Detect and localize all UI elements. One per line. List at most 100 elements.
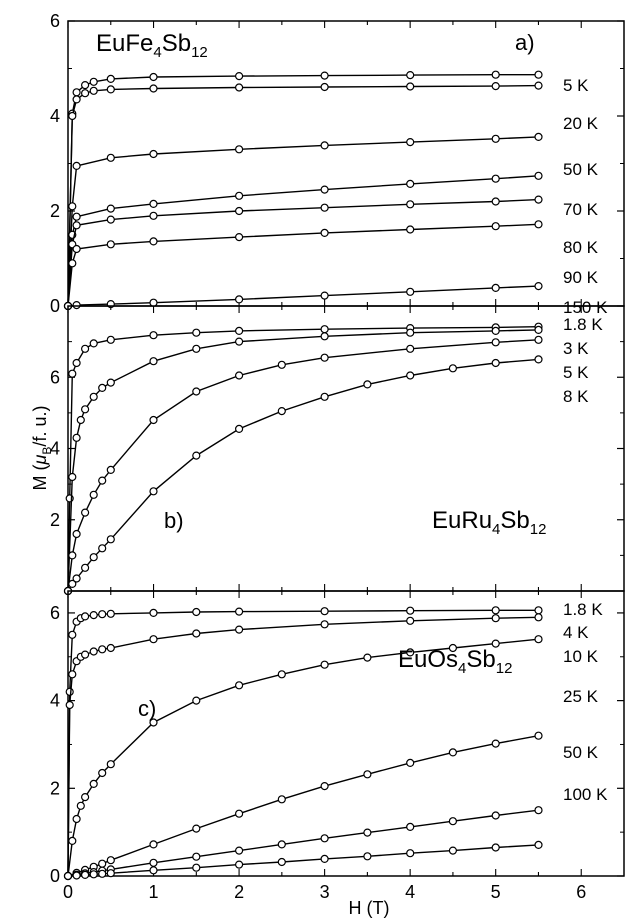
- data-point: [363, 653, 372, 662]
- data-point: [68, 836, 77, 846]
- data-point: [235, 424, 244, 433]
- data-point: [406, 70, 415, 80]
- data-point: [149, 840, 158, 849]
- data-point: [72, 221, 81, 230]
- data-point: [89, 490, 98, 499]
- y-axis-title: M (μB/f. u.): [30, 406, 54, 491]
- data-point: [89, 647, 98, 656]
- x-tick-label: 4: [405, 882, 415, 902]
- data-point: [235, 326, 244, 335]
- y-tick-label: 0: [50, 866, 60, 886]
- data-point: [406, 138, 415, 147]
- data-point: [65, 700, 74, 710]
- panel-letter: b): [164, 508, 184, 533]
- data-point: [76, 415, 85, 425]
- data-point: [80, 89, 90, 98]
- y-tick-label: 0: [50, 296, 60, 316]
- data-point: [106, 465, 115, 474]
- compound-label: EuFe4Sb12: [96, 30, 208, 61]
- series-line: [67, 285, 539, 307]
- x-tick-label: 0: [63, 882, 73, 902]
- data-point: [235, 71, 244, 81]
- data-point: [363, 852, 372, 861]
- y-tick-label: 2: [50, 778, 60, 798]
- data-point: [448, 817, 457, 826]
- data-point: [491, 283, 500, 292]
- data-point: [72, 814, 81, 824]
- series-line: [67, 198, 539, 307]
- data-point: [491, 358, 500, 368]
- data-point: [98, 544, 107, 553]
- data-point: [406, 179, 415, 188]
- data-point: [320, 834, 329, 843]
- series-label: 50 K: [563, 160, 599, 179]
- data-point: [235, 191, 244, 200]
- data-point: [534, 171, 543, 180]
- y-tick-label: 6: [50, 367, 60, 387]
- data-point: [406, 225, 415, 234]
- data-point: [98, 768, 107, 778]
- data-point: [89, 86, 98, 95]
- series-label: 8 K: [563, 387, 589, 406]
- data-point: [534, 335, 543, 344]
- data-point: [235, 83, 244, 92]
- data-point: [192, 387, 201, 396]
- data-point: [149, 72, 158, 82]
- series-line: [67, 616, 539, 877]
- data-point: [98, 610, 107, 619]
- data-point: [534, 355, 543, 364]
- data-point: [106, 856, 115, 865]
- data-point: [491, 639, 500, 648]
- panel-a-marks: 0 2 4 6 5 K 20 K 50 K 70 K 80 K 90 K 150 K a) EuFe4S…: [50, 11, 624, 317]
- data-point: [491, 338, 500, 347]
- series-line: [67, 638, 539, 877]
- data-point: [149, 331, 158, 340]
- data-point: [80, 563, 90, 572]
- data-point: [72, 529, 81, 539]
- data-point: [68, 579, 77, 589]
- y-tick-label: 4: [50, 439, 60, 459]
- panel-c-frame: [67, 590, 625, 877]
- data-point: [491, 134, 500, 143]
- data-point: [406, 849, 415, 858]
- data-point: [320, 325, 329, 334]
- data-point: [106, 378, 115, 387]
- data-point: [149, 84, 158, 93]
- data-point: [68, 670, 77, 679]
- data-point: [491, 739, 500, 748]
- y-tick-label: 4: [50, 691, 60, 711]
- data-point: [491, 326, 500, 335]
- data-point: [149, 635, 158, 644]
- series-line: [67, 223, 539, 307]
- series-line: [67, 136, 539, 307]
- data-point: [106, 335, 115, 344]
- data-point: [235, 371, 244, 380]
- data-point: [406, 328, 415, 337]
- data-point: [491, 614, 500, 623]
- data-point: [149, 199, 158, 208]
- data-point: [72, 301, 81, 310]
- data-point: [106, 153, 115, 162]
- data-point: [235, 625, 244, 634]
- data-point: [149, 149, 158, 159]
- data-point: [320, 392, 329, 401]
- data-point: [363, 828, 372, 837]
- y-tick-label: 6: [50, 603, 60, 623]
- series-label: 10 K: [563, 647, 599, 666]
- y-tick-label: 2: [50, 510, 60, 530]
- data-point: [320, 854, 329, 864]
- series-line: [67, 175, 539, 307]
- data-point: [320, 607, 329, 616]
- data-point: [534, 635, 543, 644]
- data-point: [534, 132, 543, 141]
- series-label: 90 K: [563, 268, 599, 287]
- data-point: [277, 857, 286, 867]
- data-point: [98, 383, 107, 392]
- data-point: [192, 451, 201, 460]
- data-point: [534, 282, 543, 291]
- series-label: 1.8 K: [563, 600, 603, 619]
- panel-letter: c): [138, 696, 156, 721]
- x-tick-label: 3: [320, 882, 330, 902]
- data-point: [320, 660, 329, 669]
- data-point: [72, 88, 81, 97]
